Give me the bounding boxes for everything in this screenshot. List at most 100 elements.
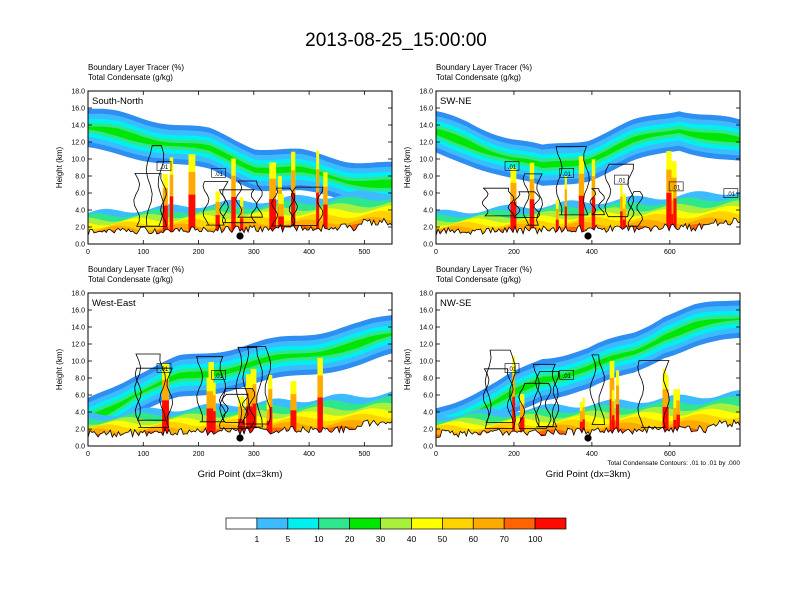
condensate-contour xyxy=(522,173,543,226)
contour-label-box xyxy=(504,161,520,171)
header-line-1: Boundary Layer Tracer (%) xyxy=(436,63,532,72)
colorbar-label: 100 xyxy=(528,534,542,544)
header-line-2: Total Condensate (g/kg) xyxy=(436,275,521,284)
y-tick-label: 14.0 xyxy=(71,325,85,332)
colorbar-swatch xyxy=(442,517,474,530)
tower xyxy=(169,196,174,244)
panel-south-north: .01 .01 0.0 2.0 4.0 6.0 8.0 10.0 12.0 14.0 16.0 18.… xyxy=(55,63,393,256)
y-tick-label: 12.0 xyxy=(419,342,433,349)
x-tick-label: 300 xyxy=(248,249,260,256)
colorbar-label: 70 xyxy=(499,534,509,544)
x-tick-label: 500 xyxy=(359,451,371,458)
y-tick-label: 16.0 xyxy=(419,308,433,315)
y-tick-label: 0.0 xyxy=(75,444,85,451)
contour-label: .01 xyxy=(727,192,736,198)
contour-label: .01 xyxy=(215,172,224,178)
y-tick-label: 18.0 xyxy=(71,89,85,96)
x-tick-label: 400 xyxy=(303,451,315,458)
x-tick-label: 200 xyxy=(193,451,205,458)
y-axis-label: Height (km) xyxy=(403,146,412,188)
y-tick-label: 4.0 xyxy=(423,410,433,417)
tower xyxy=(269,199,277,244)
y-tick-label: 8.0 xyxy=(423,376,433,383)
contour-label-box xyxy=(614,174,629,185)
y-tick-label: 6.0 xyxy=(423,191,433,198)
terrain xyxy=(436,217,740,244)
tower xyxy=(578,195,585,244)
tracer-field xyxy=(88,108,392,244)
condensate-contour xyxy=(218,388,256,429)
condensate-contour xyxy=(145,145,165,227)
y-axis-label: Height (km) xyxy=(403,348,412,390)
condensate-contour xyxy=(202,181,229,226)
condensate-contour xyxy=(218,189,258,224)
tracer-field xyxy=(436,300,740,446)
y-tick-label: 14.0 xyxy=(419,123,433,130)
y-tick-label: 2.0 xyxy=(423,427,433,434)
x-tick-label: 100 xyxy=(137,451,149,458)
contour-footnote: Total Condensate Contours: .01 to .01 by… xyxy=(607,460,740,467)
contour-label: .01 xyxy=(160,367,169,373)
contour-label: .01 xyxy=(617,179,626,185)
colorbar-swatch xyxy=(318,517,350,530)
x-tick-label: 300 xyxy=(248,451,260,458)
y-tick-label: 4.0 xyxy=(423,208,433,215)
colorbar-label: 40 xyxy=(407,534,417,544)
y-tick-label: 6.0 xyxy=(75,191,85,198)
x-tick-label: 400 xyxy=(303,249,315,256)
panel-nw-se: .01 .01 0.0 2.0 4.0 6.0 8.0 10.0 12.0 14.0 16.0 18.… xyxy=(403,265,741,480)
y-tick-label: 6.0 xyxy=(423,393,433,400)
colorbar-swatch xyxy=(472,517,505,530)
y-tick-label: 18.0 xyxy=(71,291,85,298)
condensate-contour xyxy=(481,187,515,217)
y-tick-label: 16.0 xyxy=(71,308,85,315)
plume-layer-4 xyxy=(88,126,392,188)
tower xyxy=(268,406,273,446)
tower xyxy=(620,211,623,244)
tower xyxy=(317,397,323,446)
contour-label-box xyxy=(156,161,172,171)
colorbar-label: 50 xyxy=(438,534,448,544)
y-tick-label: 14.0 xyxy=(419,325,433,332)
contour-label: .01 xyxy=(160,165,169,171)
y-tick-label: 2.0 xyxy=(75,225,85,232)
tower xyxy=(510,201,517,244)
contour-label-box xyxy=(504,363,520,373)
tower xyxy=(611,415,615,446)
header-line-2: Total Condensate (g/kg) xyxy=(88,73,173,82)
condensate-contour xyxy=(532,363,559,428)
contour-label-box xyxy=(668,181,684,192)
location-marker xyxy=(236,232,244,240)
condensate-contour xyxy=(484,349,516,429)
plume-layer-3 xyxy=(436,314,740,438)
y-tick-label: 8.0 xyxy=(75,376,85,383)
tower xyxy=(666,192,672,244)
colorbar-label: 10 xyxy=(314,534,324,544)
y-tick-label: 0.0 xyxy=(423,444,433,451)
condensate-contour xyxy=(482,368,514,423)
colorbar: 1 5 10 20 30 40 50 60 70 100 xyxy=(225,517,567,544)
x-axis-label: Grid Point (dx=3km) xyxy=(198,469,283,480)
condensate-contour xyxy=(589,354,605,425)
tower xyxy=(670,198,677,244)
x-tick-label: 200 xyxy=(193,249,205,256)
colorbar-swatch xyxy=(256,517,289,530)
condensate-contour xyxy=(235,346,263,428)
tower xyxy=(616,404,620,446)
condensate-contour xyxy=(604,163,634,218)
y-tick-label: 8.0 xyxy=(423,174,433,181)
condensate-contour xyxy=(133,173,168,227)
contour-label: .01 xyxy=(563,374,572,380)
condensate-contour xyxy=(271,187,296,227)
y-axis-label: Height (km) xyxy=(55,146,64,188)
header-line-1: Boundary Layer Tracer (%) xyxy=(88,265,184,274)
condensate-contour xyxy=(627,191,643,227)
panel-west-east: .01 .01 0.0 2.0 4.0 6.0 8.0 10.0 12.0 14.0 16.0 18.… xyxy=(55,265,393,480)
plume-layer-4 xyxy=(88,333,392,425)
location-marker xyxy=(236,434,244,442)
header-line-2: Total Condensate (g/kg) xyxy=(436,73,521,82)
condensate-contour xyxy=(518,382,552,430)
x-tick-label: 0 xyxy=(434,451,438,458)
condensate-contour xyxy=(535,371,560,427)
tower xyxy=(162,205,168,244)
